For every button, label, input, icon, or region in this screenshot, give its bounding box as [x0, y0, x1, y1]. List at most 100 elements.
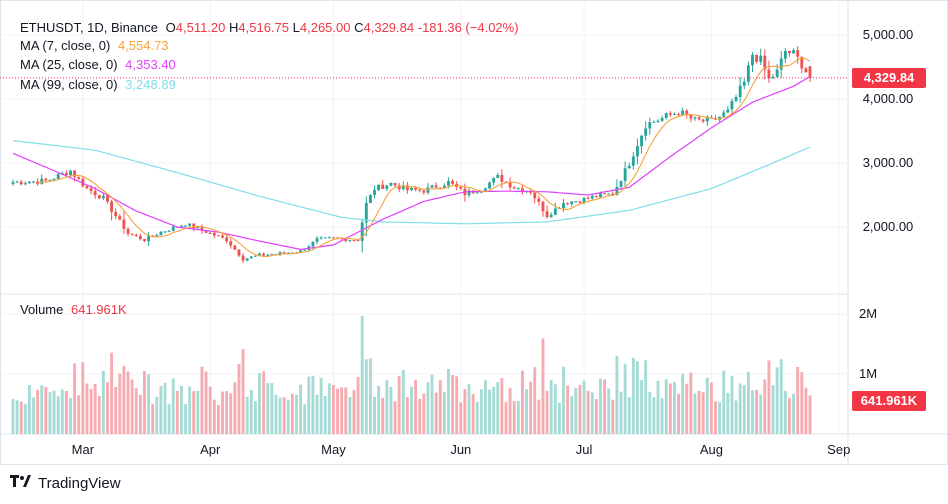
candle-body	[373, 189, 376, 195]
candle-body	[344, 238, 348, 242]
volume-tick-label: 2M	[859, 306, 877, 321]
volume-bar	[143, 370, 146, 434]
candle-body	[364, 202, 368, 223]
volume-bar	[615, 355, 619, 434]
time-tick-label: Apr	[200, 442, 221, 457]
volume-bar	[69, 398, 72, 434]
volume-bar	[430, 374, 434, 434]
volume-bar	[726, 392, 730, 434]
volume-bar	[262, 371, 266, 434]
volume-bar	[603, 379, 607, 434]
volume-bar	[368, 358, 372, 434]
volume-bar	[730, 375, 734, 434]
candle-body	[619, 180, 623, 187]
volume-bar	[299, 384, 303, 434]
volume-bar	[216, 404, 220, 434]
candle-body	[705, 117, 709, 122]
candle-body	[110, 201, 114, 212]
candle-body	[656, 120, 660, 122]
volume-bar	[779, 359, 783, 434]
volume-bar	[611, 399, 615, 434]
candle-body	[664, 113, 668, 118]
candle-body	[44, 178, 48, 181]
candle-body	[340, 238, 344, 240]
volume-bar	[640, 379, 643, 434]
volume-bar	[520, 370, 524, 434]
volume-bar	[270, 382, 274, 434]
volume-bar	[221, 391, 224, 434]
volume-bar	[500, 378, 504, 434]
ma99-line	[12, 140, 811, 225]
low-label: L	[292, 20, 300, 35]
volume-bar	[808, 395, 812, 434]
volume-bar	[537, 399, 541, 434]
candle-body	[693, 117, 697, 119]
candle-body	[85, 186, 89, 189]
volume-bar	[693, 393, 697, 434]
candle-body	[590, 195, 594, 199]
volume-bar	[200, 366, 204, 434]
candle-body	[60, 173, 64, 175]
candle-body	[722, 112, 726, 117]
candle-body	[734, 96, 738, 101]
volume-bar	[118, 373, 122, 434]
volume-bar	[804, 387, 808, 434]
volume-bar	[159, 385, 163, 434]
volume-bar	[516, 401, 520, 434]
candle-body	[746, 65, 750, 82]
candle-body	[570, 201, 574, 205]
volume-bar	[319, 377, 323, 434]
candle-body	[188, 223, 192, 226]
volume-bar	[718, 402, 722, 434]
volume-bar	[56, 396, 60, 434]
volume-bar	[594, 399, 598, 434]
footer-brand[interactable]: TradingView	[10, 474, 121, 492]
volume-bar	[110, 352, 114, 434]
ma7-legend[interactable]: MA (7, close, 0) 4,554.73	[20, 38, 169, 53]
volume-legend[interactable]: Volume 641.961K	[20, 302, 127, 317]
candle-body	[508, 182, 512, 188]
candle-body	[192, 223, 196, 229]
ma99-legend[interactable]: MA (99, close, 0) 3,248.89	[20, 77, 176, 92]
volume-bar	[126, 371, 130, 434]
candle-body	[147, 235, 151, 242]
volume-bar	[685, 383, 689, 434]
candle-body	[627, 165, 631, 169]
candle-body	[352, 240, 356, 242]
volume-bar	[479, 389, 483, 434]
volume-bar	[19, 401, 23, 434]
volume-bar	[373, 396, 376, 434]
volume-bar	[722, 370, 726, 434]
time-tick-label: Jun	[450, 442, 471, 457]
price-tick-label: 3,000.00	[863, 155, 914, 170]
tradingview-logo-icon	[10, 474, 32, 492]
candle-body	[730, 100, 734, 110]
candle-body	[208, 232, 212, 234]
volume-label: Volume	[20, 302, 64, 317]
volume-bar	[586, 390, 590, 434]
candle-body	[389, 182, 393, 186]
volume-bar	[360, 315, 364, 434]
candle-body	[159, 231, 163, 236]
candle-body	[89, 188, 93, 192]
volume-bar	[130, 379, 134, 434]
candle-body	[241, 255, 245, 261]
volume-bar	[163, 382, 167, 434]
volume-bar	[315, 394, 319, 434]
candle-body	[672, 114, 676, 116]
candle-body	[184, 225, 187, 227]
candle-body	[81, 178, 85, 187]
candle-body	[738, 85, 742, 97]
ma25-legend[interactable]: MA (25, close, 0) 4,353.40	[20, 57, 176, 72]
volume-bar	[463, 389, 467, 434]
volume-bar	[401, 369, 405, 434]
candle-body	[405, 185, 409, 191]
candle-body	[48, 179, 52, 181]
volume-bar	[418, 398, 422, 434]
volume-bar	[442, 392, 446, 434]
volume-bar	[549, 380, 553, 434]
volume-bar	[147, 374, 151, 434]
candle-body	[11, 182, 15, 184]
ma7-label: MA (7, close, 0)	[20, 38, 111, 53]
